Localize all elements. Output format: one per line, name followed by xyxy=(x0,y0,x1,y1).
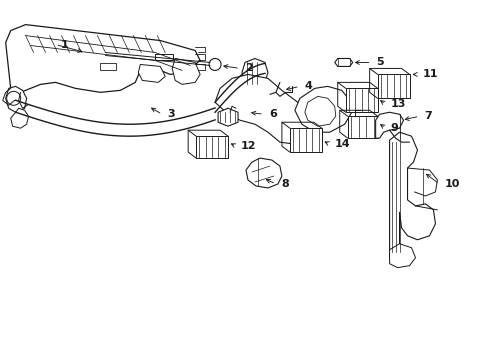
Text: 12: 12 xyxy=(241,141,256,151)
Polygon shape xyxy=(218,108,238,126)
Text: 2: 2 xyxy=(245,63,253,73)
Polygon shape xyxy=(242,58,268,90)
Polygon shape xyxy=(335,58,353,67)
Polygon shape xyxy=(215,75,312,144)
Text: 8: 8 xyxy=(281,179,289,189)
Bar xyxy=(100,63,116,71)
Polygon shape xyxy=(376,112,404,138)
Polygon shape xyxy=(390,244,416,268)
Text: 6: 6 xyxy=(269,109,277,119)
Polygon shape xyxy=(390,132,436,260)
Polygon shape xyxy=(295,86,352,132)
Circle shape xyxy=(7,91,21,105)
Polygon shape xyxy=(138,64,165,82)
Bar xyxy=(348,116,378,138)
Text: 3: 3 xyxy=(167,109,175,119)
Bar xyxy=(346,88,378,112)
Bar xyxy=(290,128,322,152)
Polygon shape xyxy=(6,24,200,92)
Text: 7: 7 xyxy=(424,111,432,121)
Polygon shape xyxy=(11,108,28,128)
Circle shape xyxy=(209,58,221,71)
Bar xyxy=(155,54,173,60)
Polygon shape xyxy=(246,158,282,188)
Text: 9: 9 xyxy=(391,123,398,133)
Text: 13: 13 xyxy=(391,99,406,109)
Polygon shape xyxy=(6,86,26,112)
Bar xyxy=(378,75,410,98)
Text: 1: 1 xyxy=(61,40,68,50)
Bar xyxy=(196,136,228,158)
Text: 5: 5 xyxy=(377,58,384,67)
Polygon shape xyxy=(172,58,200,84)
Text: 4: 4 xyxy=(305,81,313,91)
Text: 14: 14 xyxy=(335,139,350,149)
Polygon shape xyxy=(305,96,336,126)
Text: 11: 11 xyxy=(422,69,438,80)
Text: 10: 10 xyxy=(444,179,460,189)
